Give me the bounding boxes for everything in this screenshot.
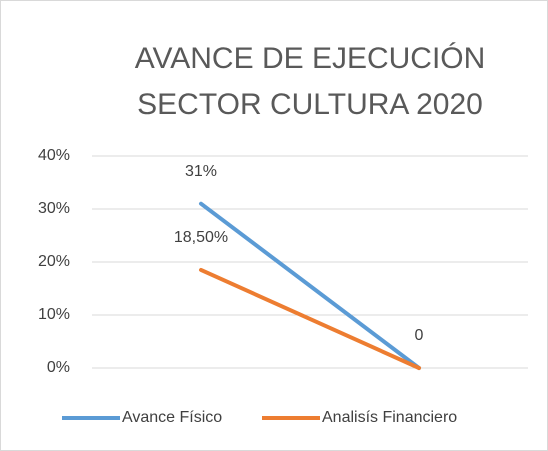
y-tick-label: 20%: [38, 253, 70, 270]
line-series: [199, 201, 421, 370]
y-tick-label: 0%: [47, 359, 70, 376]
y-tick-label: 40%: [38, 147, 70, 164]
chart-title: AVANCE DE EJECUCIÓN: [135, 42, 486, 75]
line-series: [199, 267, 421, 370]
chart-title: SECTOR CULTURA 2020: [137, 88, 483, 121]
legend-label: Analisís Financiero: [322, 409, 457, 426]
data-label: 0: [415, 327, 424, 344]
data-label: 31%: [185, 163, 217, 180]
data-label: 18,50%: [174, 229, 228, 246]
y-tick-label: 10%: [38, 306, 70, 323]
legend-label: Avance Físico: [122, 409, 222, 426]
y-tick-label: 30%: [38, 200, 70, 217]
